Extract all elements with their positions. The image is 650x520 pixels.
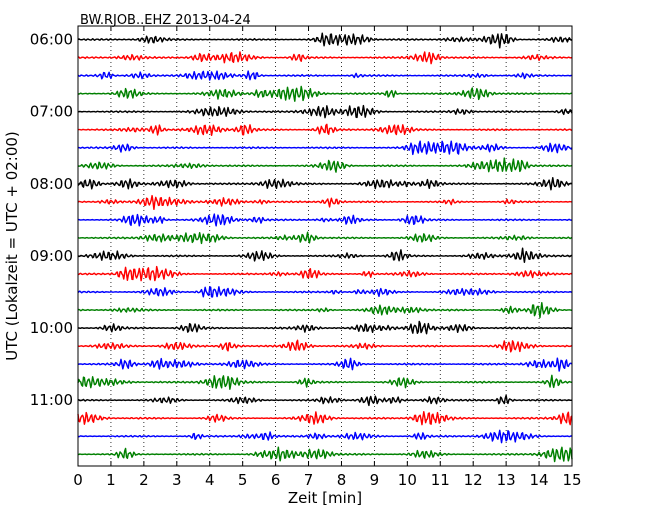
x-tick-label: 7 — [304, 471, 314, 489]
trace-line — [77, 320, 573, 335]
x-tick-label: 8 — [337, 471, 347, 489]
x-tick-label: 5 — [238, 471, 248, 489]
trace-line — [77, 339, 573, 353]
trace-line — [77, 140, 573, 156]
x-tick-label: 12 — [464, 471, 483, 489]
trace-line — [77, 85, 573, 102]
trace-line — [77, 265, 573, 282]
plot-frame — [77, 25, 573, 467]
x-tick-label: 14 — [530, 471, 549, 489]
trace-line — [77, 123, 573, 137]
trace-line — [77, 374, 573, 390]
trace-line — [77, 286, 573, 298]
x-tick-label: 3 — [172, 471, 182, 489]
y-tick-label: 08:00 — [30, 175, 73, 193]
x-tick-label: 10 — [398, 471, 417, 489]
trace-line — [77, 213, 573, 227]
trace-line — [77, 357, 573, 372]
trace-line — [77, 51, 573, 65]
trace-line — [77, 429, 573, 444]
x-tick-label: 15 — [562, 471, 581, 489]
y-tick-label: 06:00 — [30, 31, 73, 49]
trace-line — [77, 394, 573, 407]
trace-line — [77, 247, 573, 263]
y-tick-label: 07:00 — [30, 103, 73, 121]
x-tick-label: 13 — [497, 471, 516, 489]
y-axis-label: UTC (Lokalzeit = UTC + 02:00) — [3, 131, 21, 361]
trace-line — [77, 231, 573, 245]
x-tick-label: 4 — [205, 471, 215, 489]
chart-title: BW.RJOB..EHZ 2013-04-24 — [80, 13, 251, 28]
x-tick-label: 11 — [431, 471, 450, 489]
y-tick-label: 09:00 — [30, 247, 73, 265]
x-tick-label: 2 — [139, 471, 149, 489]
x-tick-label: 6 — [271, 471, 281, 489]
trace-line — [77, 104, 573, 119]
trace-line — [77, 70, 573, 81]
x-tick-labels: 0 1 2 3 4 5 6 7 8 9 10 11 12 13 14 15 — [73, 471, 581, 489]
x-axis-label: Zeit [min] — [288, 489, 362, 507]
trace-line — [77, 177, 573, 191]
trace-line — [77, 194, 573, 211]
axis-ticks — [77, 26, 573, 466]
grid-layer — [110, 26, 540, 466]
trace-line — [77, 157, 573, 173]
x-tick-label: 1 — [106, 471, 116, 489]
y-tick-labels: 06:00 07:00 08:00 09:00 10:00 11:00 — [30, 31, 73, 410]
y-tick-label: 11:00 — [30, 391, 73, 409]
x-tick-label: 0 — [73, 471, 83, 489]
trace-line — [77, 32, 573, 49]
seismic-traces — [77, 32, 573, 463]
x-tick-label: 9 — [370, 471, 380, 489]
trace-line — [77, 410, 573, 426]
y-tick-label: 10:00 — [30, 319, 73, 337]
trace-line — [77, 302, 573, 319]
trace-line — [77, 446, 573, 463]
